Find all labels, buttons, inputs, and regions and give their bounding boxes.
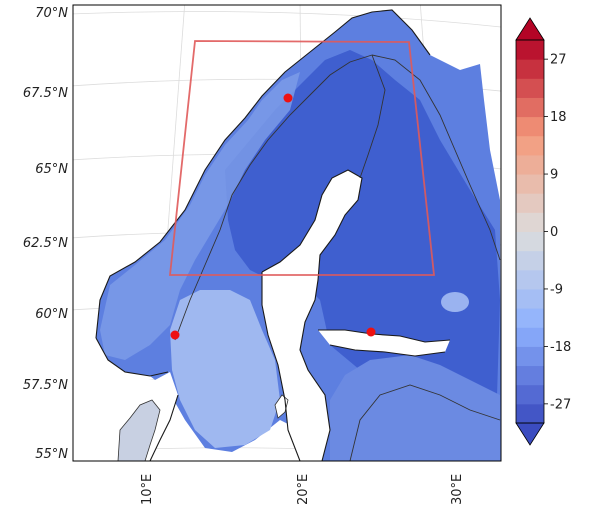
colorbar-band bbox=[516, 308, 544, 328]
colorbar-band bbox=[516, 231, 544, 252]
colorbar-tick-label: 27 bbox=[550, 53, 567, 68]
colorbar-tick-label: 9 bbox=[550, 168, 558, 183]
colorbar-bands bbox=[516, 40, 544, 424]
gulf-of-bothnia bbox=[262, 170, 362, 461]
lat-label-70: 70°N bbox=[35, 6, 68, 21]
light-blob bbox=[441, 292, 469, 312]
colorbar-band bbox=[516, 40, 544, 60]
lat-label-67-5: 67.5°N bbox=[23, 86, 68, 101]
colorbar-band bbox=[516, 212, 544, 232]
lat-label-65: 65°N bbox=[35, 162, 68, 177]
interior-dark bbox=[225, 50, 500, 461]
marker-bodo bbox=[283, 93, 293, 103]
lon-label-20e: 20°E bbox=[296, 474, 311, 505]
colorbar-band bbox=[516, 78, 544, 98]
latitude-labels: 70°N 67.5°N 65°N 62.5°N 60°N 57.5°N 55°N bbox=[23, 6, 68, 462]
colorbar-band bbox=[516, 346, 544, 367]
region-box bbox=[168, 40, 436, 276]
norway-coast-light bbox=[100, 72, 300, 360]
colorbar-band bbox=[516, 193, 544, 213]
colorbar: 27 18 9 0 -9 -18 -27 bbox=[515, 17, 571, 446]
south-sweden-light bbox=[170, 290, 280, 448]
country-borders bbox=[174, 54, 501, 461]
longitude-labels: 10°E 20°E 30°E bbox=[140, 474, 465, 505]
lon-label-30e: 30°E bbox=[450, 474, 465, 505]
colorbar-bottom-extend bbox=[515, 422, 545, 446]
colorbar-top-extend bbox=[515, 17, 545, 41]
colorbar-band bbox=[516, 135, 544, 156]
lat-label-62-5: 62.5°N bbox=[23, 236, 68, 251]
colorbar-band bbox=[516, 365, 544, 386]
colorbar-tick-label: -18 bbox=[550, 340, 571, 355]
colorbar-band bbox=[516, 327, 544, 347]
marker-oslo bbox=[170, 330, 180, 340]
colorbar-band bbox=[516, 154, 544, 175]
lat-label-55: 55°N bbox=[35, 447, 68, 462]
colorbar-band bbox=[516, 384, 544, 405]
colorbar-band bbox=[516, 116, 544, 137]
gulf-of-finland bbox=[318, 330, 450, 356]
colorbar-tick-label: 0 bbox=[550, 225, 558, 240]
colorbar-tick-label: -9 bbox=[550, 282, 563, 297]
baltics-land bbox=[330, 355, 501, 461]
colorbar-band bbox=[516, 403, 544, 424]
colorbar-band bbox=[516, 250, 544, 271]
coastlines bbox=[95, 9, 451, 461]
colorbar-band bbox=[516, 288, 544, 309]
lat-label-57-5: 57.5°N bbox=[23, 378, 68, 393]
colorbar-tick-label: 18 bbox=[550, 110, 567, 125]
colorbar-ticks: 27 18 9 0 -9 -18 -27 bbox=[544, 53, 571, 412]
colorbar-band bbox=[516, 59, 544, 79]
map-panel bbox=[73, 5, 501, 461]
colorbar-band bbox=[516, 174, 544, 194]
lon-label-10e: 10°E bbox=[140, 474, 155, 505]
lat-label-60: 60°N bbox=[35, 307, 68, 322]
colorbar-band bbox=[516, 97, 544, 118]
colorbar-band bbox=[516, 269, 544, 290]
map-frame bbox=[72, 4, 502, 462]
colorbar-tick-label: -27 bbox=[550, 397, 571, 412]
denmark-land bbox=[117, 399, 161, 461]
marker-helsinki bbox=[366, 327, 376, 337]
